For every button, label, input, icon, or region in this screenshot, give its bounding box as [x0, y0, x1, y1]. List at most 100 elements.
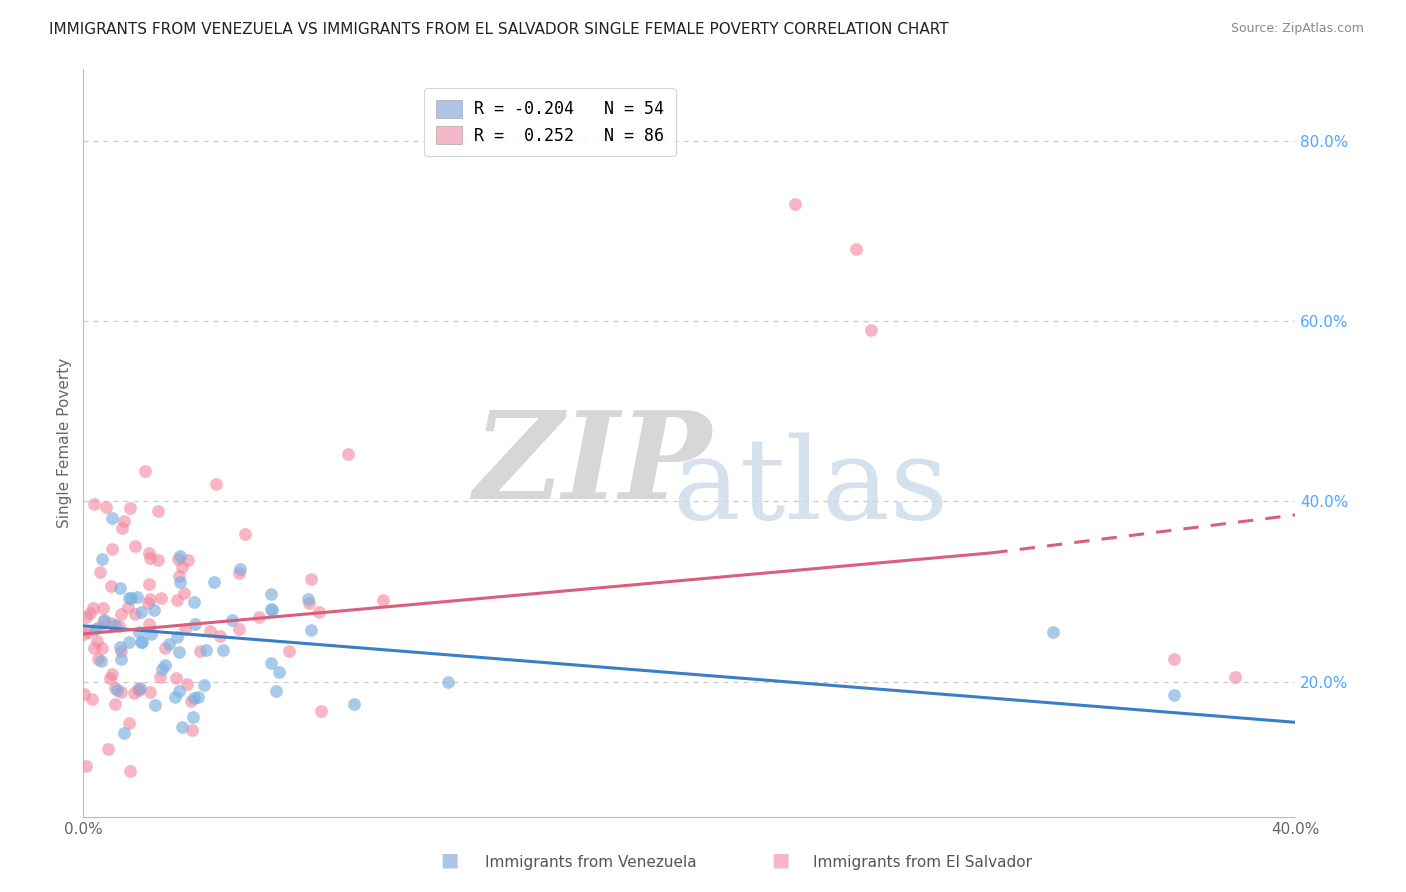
- Point: [269, 665, 291, 680]
- Point: [183, 617, 205, 632]
- Point: [148, 504, 170, 518]
- Text: Source: ZipAtlas.com: Source: ZipAtlas.com: [1230, 22, 1364, 36]
- Point: [76, 625, 98, 640]
- Point: [101, 667, 124, 681]
- Point: [165, 690, 187, 704]
- Point: [128, 682, 150, 697]
- Point: [120, 501, 142, 516]
- Point: [173, 585, 195, 599]
- Point: [118, 764, 141, 778]
- Point: [120, 591, 142, 606]
- Point: [195, 643, 218, 657]
- Point: [860, 323, 883, 337]
- Point: [112, 514, 135, 528]
- Point: [150, 591, 173, 605]
- Point: [169, 645, 191, 659]
- Point: [110, 685, 132, 699]
- Point: [127, 591, 149, 605]
- Point: [138, 596, 160, 610]
- Point: [82, 601, 104, 615]
- Point: [91, 600, 114, 615]
- Point: [80, 691, 103, 706]
- Point: [170, 560, 193, 574]
- Point: [183, 595, 205, 609]
- Point: [134, 464, 156, 478]
- Text: ZIP: ZIP: [474, 406, 711, 524]
- Point: [193, 678, 215, 692]
- Point: [165, 672, 187, 686]
- Point: [235, 527, 257, 541]
- Point: [100, 615, 122, 630]
- Point: [309, 704, 332, 718]
- Point: [183, 691, 205, 706]
- Text: Immigrants from El Salvador: Immigrants from El Salvador: [813, 855, 1032, 870]
- Point: [87, 619, 110, 633]
- Point: [104, 617, 127, 632]
- Point: [129, 681, 152, 695]
- Point: [211, 643, 233, 657]
- Point: [262, 603, 284, 617]
- Point: [129, 634, 152, 648]
- Point: [205, 476, 228, 491]
- Point: [371, 593, 394, 607]
- Point: [149, 670, 172, 684]
- Point: [180, 723, 202, 738]
- Point: [84, 622, 107, 636]
- Point: [101, 510, 124, 524]
- Point: [139, 591, 162, 606]
- Text: IMMIGRANTS FROM VENEZUELA VS IMMIGRANTS FROM EL SALVADOR SINGLE FEMALE POVERTY C: IMMIGRANTS FROM VENEZUELA VS IMMIGRANTS …: [49, 22, 949, 37]
- Point: [124, 607, 146, 621]
- Point: [187, 690, 209, 704]
- Point: [204, 574, 226, 589]
- Text: ■: ■: [770, 851, 790, 870]
- Point: [93, 614, 115, 628]
- Point: [108, 619, 131, 633]
- Point: [87, 652, 110, 666]
- Point: [174, 622, 197, 636]
- Point: [297, 591, 319, 606]
- Y-axis label: Single Female Poverty: Single Female Poverty: [58, 358, 72, 528]
- Point: [167, 684, 190, 698]
- Point: [112, 726, 135, 740]
- Point: [343, 697, 366, 711]
- Point: [83, 497, 105, 511]
- Point: [79, 606, 101, 620]
- Point: [127, 682, 149, 697]
- Point: [1223, 670, 1246, 684]
- Point: [138, 546, 160, 560]
- Point: [845, 242, 868, 256]
- Point: [100, 579, 122, 593]
- Point: [1042, 625, 1064, 640]
- Point: [169, 574, 191, 589]
- Point: [86, 634, 108, 648]
- Point: [188, 644, 211, 658]
- Point: [785, 196, 807, 211]
- Point: [111, 521, 134, 535]
- Point: [108, 581, 131, 595]
- Point: [89, 565, 111, 579]
- Point: [110, 607, 132, 621]
- Point: [228, 566, 250, 580]
- Point: [208, 629, 231, 643]
- Legend: R = -0.204   N = 54, R =  0.252   N = 86: R = -0.204 N = 54, R = 0.252 N = 86: [425, 88, 676, 156]
- Text: atlas: atlas: [672, 433, 949, 543]
- Point: [75, 759, 97, 773]
- Point: [97, 742, 120, 756]
- Point: [247, 610, 270, 624]
- Point: [180, 694, 202, 708]
- Text: ■: ■: [440, 851, 460, 870]
- Point: [1163, 652, 1185, 666]
- Point: [73, 687, 96, 701]
- Point: [143, 603, 166, 617]
- Point: [298, 596, 321, 610]
- Point: [110, 644, 132, 658]
- Point: [260, 587, 283, 601]
- Point: [91, 551, 114, 566]
- Point: [166, 552, 188, 566]
- Point: [176, 677, 198, 691]
- Point: [138, 577, 160, 591]
- Point: [118, 591, 141, 605]
- Point: [98, 671, 121, 685]
- Point: [150, 662, 173, 676]
- Point: [337, 447, 360, 461]
